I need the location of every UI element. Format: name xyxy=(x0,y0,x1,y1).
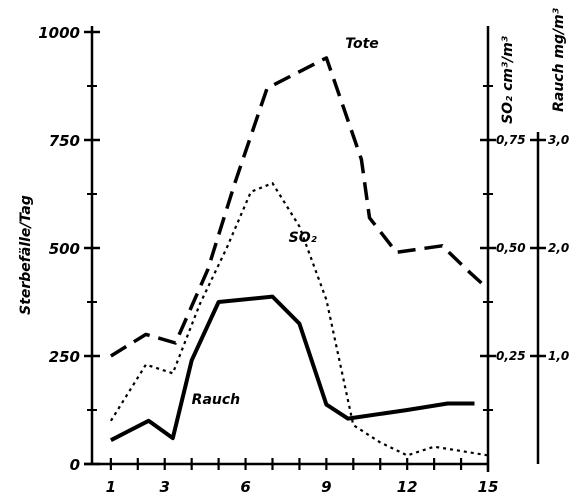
x-tick-label: 6 xyxy=(240,478,250,496)
series-label: SO₂ xyxy=(289,230,318,246)
so2-tick-label: 0,50 xyxy=(496,241,526,255)
so2-tick-label: 0,25 xyxy=(496,349,526,363)
series-label: Rauch xyxy=(192,392,240,408)
left-tick-label: 750 xyxy=(49,132,80,150)
left-tick-label: 250 xyxy=(49,348,80,366)
rauch-tick-label: 1,0 xyxy=(548,349,569,363)
x-tick-label: 15 xyxy=(478,478,499,496)
rauch-axis-title: Rauch mg/m³ xyxy=(551,8,567,112)
x-tick-label: 12 xyxy=(397,478,418,496)
series-line-tote xyxy=(109,56,490,358)
left-tick-label: 1000 xyxy=(38,24,80,42)
x-tick-label: 1 xyxy=(106,478,116,496)
left-tick-label: 0 xyxy=(70,456,80,474)
series-lines xyxy=(109,56,490,457)
rauch-tick-label: 3,0 xyxy=(548,133,569,147)
left-tick-label: 500 xyxy=(49,240,80,258)
series-label: Tote xyxy=(345,36,379,52)
labels: 0 250 500 750 1000 0,25 0,50 0,75 1,0 2,0 3,0 1 3 6 9 1… xyxy=(38,24,569,496)
x-tick-label: 3 xyxy=(160,478,170,496)
left-axis-title: Sterbefälle/Tag xyxy=(18,195,34,315)
axes xyxy=(84,26,546,472)
x-tick-label: 9 xyxy=(321,478,331,496)
so2-axis-title: SO₂ cm³/m³ xyxy=(500,36,516,124)
rauch-tick-label: 2,0 xyxy=(548,241,569,255)
so2-tick-label: 0,75 xyxy=(496,133,526,147)
series-line-so xyxy=(109,182,489,457)
series-line-rauch xyxy=(109,294,475,442)
